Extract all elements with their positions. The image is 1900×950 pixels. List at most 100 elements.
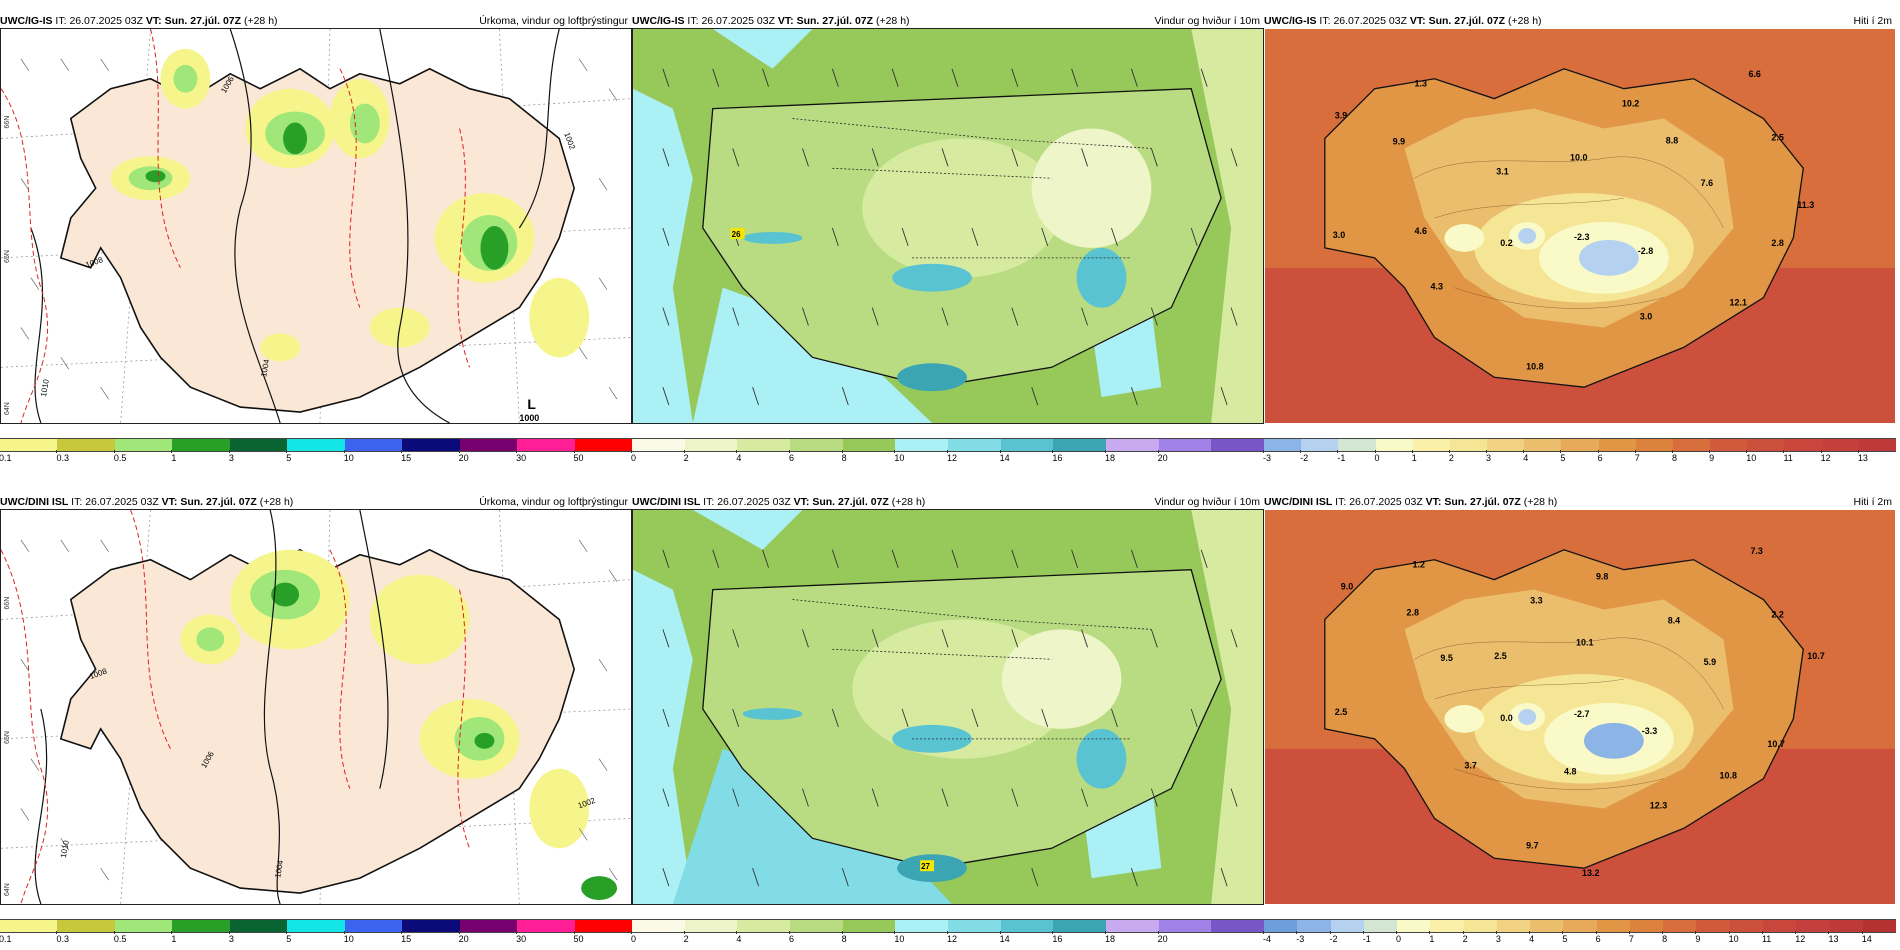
colorbar-swatch: [790, 920, 843, 932]
colorbar-swatch: [1338, 439, 1376, 451]
colorbar-ticks: -3 -2 -1 0 1 2 3 4 5 6 7 8 9 10 11 12 13: [1263, 450, 1896, 464]
colorbar-tick-label: 0: [631, 931, 637, 944]
colorbar-tick-label: 50: [573, 450, 584, 463]
vt-label: VT:: [777, 15, 794, 27]
colorbar-tick-label: 12: [1795, 931, 1806, 944]
colorbar-cells: [632, 919, 1265, 933]
lead-time: (+28 h): [243, 15, 278, 27]
colorbar-swatch: [1829, 920, 1863, 932]
temp-value: 8.8: [1666, 135, 1678, 145]
temperature-map: 1.2 7.3 9.0 9.8 2.8 3.3 2.2 8.4 10.1 9.5…: [1264, 509, 1896, 905]
precip-map: 1008 1006 1004 1002 1010 66N 65N 64N: [0, 509, 632, 905]
colorbar-swatch: [1000, 439, 1054, 451]
temp-value: 7.3: [1750, 546, 1762, 556]
colorbar-swatch: [948, 439, 1001, 451]
colorbar-tick-label: 3: [1495, 931, 1501, 944]
colorbar-swatch: [1635, 439, 1673, 451]
colorbar-swatch: [1821, 439, 1859, 451]
colorbar-tick-label: 4: [736, 450, 742, 463]
colorbar-swatch: [402, 439, 460, 451]
valid-time: Sun. 27.júl. 07Z: [1428, 15, 1506, 27]
model-name: UWC/IG-IS: [0, 15, 53, 27]
temp-value: 3.0: [1333, 230, 1345, 240]
colorbar-swatch: [1862, 920, 1897, 932]
temp-value: 2.5: [1771, 132, 1783, 142]
colorbar-swatch: [287, 920, 345, 932]
model-name: UWC/DINI ISL: [632, 496, 701, 508]
temp-value: 13.2: [1582, 868, 1599, 878]
colorbar-ticks: 0.1 0.3 0.5 1 3 5 10 15 20 30 50: [0, 931, 632, 945]
colorbar-tick-label: 2: [1448, 450, 1454, 463]
init-time: 26.07.2025 03Z: [69, 15, 143, 27]
colorbar-tick-label: 15: [401, 450, 412, 463]
precip-colorbar: 0.1 0.3 0.5 1 3 5 10 15 20 30 50: [0, 438, 632, 464]
colorbar-tick-label: 5: [286, 931, 292, 944]
temp-value: -3.3: [1642, 726, 1657, 736]
colorbar-tick-label: 5: [286, 450, 292, 463]
panel-header: UWC/IG-IS IT: 26.07.2025 03Z VT: Sun. 27…: [632, 14, 1264, 28]
colorbar-tick-label: 1: [1411, 450, 1417, 463]
temp-value: 2.2: [1771, 609, 1783, 619]
colorbar-tick-label: 13: [1857, 450, 1868, 463]
colorbar-tick-label: 30: [516, 931, 527, 944]
vt-label: VT:: [145, 15, 162, 27]
colorbar-swatch: [737, 439, 791, 451]
colorbar-ticks: 0 2 4 6 8 10 12 14 16 18 20: [631, 931, 1264, 945]
colorbar-tick-label: 20: [458, 931, 469, 944]
colorbar-tick-label: 11: [1761, 931, 1772, 944]
colorbar-tick-label: 10: [894, 450, 905, 463]
panel-title: Úrkoma, vindur og loftþrýstingur: [479, 496, 628, 508]
temp-value: 10.0: [1570, 152, 1587, 162]
colorbar-swatch: [402, 920, 460, 932]
colorbar-tick-label: 7: [1628, 931, 1634, 944]
temp-value: 3.0: [1640, 312, 1652, 322]
colorbar-tick-label: 10: [894, 931, 905, 944]
colorbar-tick-label: 0: [1374, 450, 1380, 463]
temp-value: 9.7: [1526, 840, 1538, 850]
temp-value: 3.3: [1530, 596, 1542, 606]
colorbar-swatch: [172, 920, 230, 932]
colorbar-swatch: [790, 439, 843, 451]
colorbar-swatch: [574, 920, 632, 932]
colorbar-tick-label: 3: [1486, 450, 1492, 463]
colorbar-tick-label: -1: [1337, 450, 1346, 463]
colorbar-tick-label: 0: [631, 450, 637, 463]
colorbar-swatch: [842, 920, 896, 932]
temp-value: 11.3: [1797, 200, 1814, 210]
colorbar-tick-label: 15: [401, 931, 412, 944]
colorbar-tick-label: 8: [841, 450, 847, 463]
vt-label: VT:: [1409, 15, 1426, 27]
colorbar-tick-label: 0.3: [56, 450, 69, 463]
temp-value: 10.7: [1767, 739, 1784, 749]
temp-value: 10.7: [1807, 651, 1824, 661]
colorbar-swatch: [1397, 920, 1431, 932]
colorbar-cells: [632, 438, 1265, 452]
temp-value: 10.1: [1576, 637, 1593, 647]
colorbar-tick-label: 2: [1462, 931, 1468, 944]
temp-value: 9.9: [1393, 136, 1405, 146]
colorbar-swatch: [1784, 439, 1822, 451]
colorbar-swatch: [1729, 920, 1763, 932]
colorbar-swatch: [1158, 920, 1212, 932]
panel-title: Hiti í 2m: [1853, 15, 1892, 27]
temp-value: 9.8: [1596, 572, 1608, 582]
isobar-label: 1004: [273, 859, 285, 879]
model-name: UWC/IG-IS: [1264, 15, 1317, 27]
colorbar-swatch: [1211, 439, 1265, 451]
temp-value: 2.5: [1494, 651, 1506, 661]
colorbar-swatch: [344, 920, 403, 932]
lead-time: (+28 h): [1507, 15, 1542, 27]
colorbar-tick-label: 0.1: [0, 934, 12, 944]
colorbar-tick-label: 0.5: [113, 450, 127, 463]
wind-map: 26: [632, 28, 1264, 424]
panel-header: UWC/DINI ISL IT: 26.07.2025 03Z VT: Sun.…: [1264, 495, 1896, 509]
init-time: 26.07.2025 03Z: [1349, 496, 1423, 508]
colorbar-ticks: -4 -3 -2 -1 0 1 2 3 4 5 6 7 8 9 10 11 12 13 14: [1263, 931, 1896, 945]
colorbar-tick-label: 14: [1861, 931, 1872, 944]
temp-value: 3.7: [1464, 761, 1476, 771]
colorbar-tick-label: 4: [1523, 450, 1529, 463]
colorbar-swatch: [574, 439, 632, 451]
panel-temp-igis: UWC/IG-IS IT: 26.07.2025 03Z VT: Sun. 27…: [1263, 14, 1896, 464]
panel-wind-dini: UWC/DINI ISL IT: 26.07.2025 03Z VT: Sun.…: [631, 495, 1265, 945]
colorbar-swatch: [1710, 439, 1748, 451]
